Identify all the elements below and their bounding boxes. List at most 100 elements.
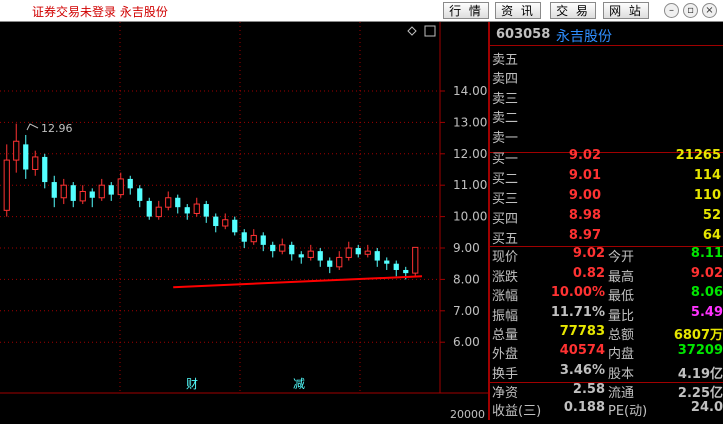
- orderbook-volume: 52: [702, 208, 721, 223]
- orderbook-volume: 110: [693, 188, 721, 203]
- max-annotation: 12.96: [26, 122, 73, 135]
- candle-body: [355, 248, 361, 255]
- stock-name: 永吉股份: [556, 29, 612, 45]
- stat-label: PE(动): [608, 404, 648, 419]
- financial-marker: 财: [186, 377, 198, 391]
- candle-body: [184, 207, 190, 214]
- stat-value: 24.0: [690, 400, 723, 415]
- stat-value: 10.00%: [550, 285, 605, 300]
- orderbook-label: 买五: [492, 232, 519, 247]
- news-button[interactable]: 资 讯: [495, 2, 541, 19]
- candle-body: [222, 219, 229, 227]
- candle-body: [289, 244, 295, 255]
- stat-row: 换手 3.46% 股本 4.19亿: [490, 363, 723, 382]
- stat-label: 外盘: [492, 347, 519, 362]
- stat-label: 最低: [608, 289, 635, 304]
- candle-body: [127, 178, 133, 189]
- trade-button[interactable]: 交 易: [550, 2, 596, 19]
- stat-row: 振幅 11.71% 量比 5.49: [490, 305, 723, 324]
- candle-body: [250, 234, 257, 243]
- candle-body: [32, 156, 39, 171]
- stat-row: 现价 9.02 今开 8.11: [490, 246, 723, 265]
- candle-body: [89, 191, 95, 198]
- candle-body: [70, 185, 76, 201]
- candle-body: [374, 251, 380, 261]
- stat-value: 3.46%: [559, 363, 605, 378]
- top-toolbar: 证券交易未登录 永吉股份 行 情 资 讯 交 易 网 站 – ▫ ×: [0, 0, 723, 22]
- price-tick-label: 11.00: [453, 178, 487, 192]
- candle-body: [403, 269, 409, 274]
- stat-label: 内盘: [608, 347, 635, 362]
- orderbook-price: 8.98: [568, 208, 601, 223]
- orderbook-label: 买三: [492, 192, 519, 207]
- stat-value: 11.71%: [550, 305, 605, 320]
- orderbook-row[interactable]: 买二 9.01 114: [490, 168, 723, 187]
- stat-value: 0.188: [563, 400, 605, 415]
- candle-body: [232, 219, 238, 233]
- chart-grid: [0, 22, 441, 393]
- candle-body: [327, 260, 333, 267]
- orderbook-divider: [490, 246, 723, 247]
- support-line: [173, 275, 423, 289]
- candles-group: [3, 123, 419, 280]
- candle-body: [298, 254, 304, 258]
- orderbook-row[interactable]: 买三 9.00 110: [490, 188, 723, 207]
- orderbook-row[interactable]: 卖五: [490, 49, 723, 68]
- candle-body: [213, 216, 219, 227]
- max-price-label: 12.96: [41, 122, 73, 135]
- orderbook-row[interactable]: 买一 9.02 21265: [490, 148, 723, 167]
- candle-body: [155, 206, 162, 218]
- stat-value: 77783: [559, 324, 605, 339]
- price-tick-label: 6.00: [453, 335, 480, 349]
- candle-body: [364, 250, 371, 255]
- orderbook-row[interactable]: 卖四: [490, 68, 723, 87]
- stat-value: 9.02: [572, 246, 605, 261]
- candle-body: [393, 263, 399, 270]
- candle-body: [79, 190, 86, 202]
- restore-icon[interactable]: ▫: [683, 3, 698, 18]
- candle-body: [270, 244, 276, 252]
- candle-body: [260, 235, 266, 245]
- stat-label: 总额: [608, 328, 635, 343]
- stat-label: 今开: [608, 250, 635, 265]
- stat-row: 外盘 40574 内盘 37209: [490, 343, 723, 362]
- orderbook-price: 9.02: [568, 148, 601, 163]
- stat-label: 现价: [492, 250, 519, 265]
- stat-value: 0.82: [572, 266, 605, 281]
- candle-body: [60, 184, 67, 199]
- orderbook-label: 卖三: [492, 91, 519, 107]
- stats-divider: [490, 382, 723, 383]
- orderbook-row[interactable]: 卖二: [490, 107, 723, 126]
- candle-body: [175, 197, 181, 208]
- orderbook-row[interactable]: 卖一: [490, 127, 723, 146]
- candle-body: [345, 247, 352, 258]
- orderbook-row[interactable]: 卖三: [490, 88, 723, 107]
- market-button[interactable]: 行 情: [443, 2, 489, 19]
- stat-label: 最高: [608, 270, 635, 285]
- website-button[interactable]: 网 站: [603, 2, 649, 19]
- orderbook-volume: 21265: [675, 148, 721, 163]
- price-tick-label: 14.00: [453, 84, 487, 98]
- stock-code: 603058: [496, 27, 551, 42]
- price-tick-label: 7.00: [453, 304, 480, 318]
- close-icon[interactable]: ×: [702, 3, 717, 18]
- reduce-marker: 减: [293, 377, 305, 391]
- candle-body: [165, 197, 172, 208]
- orderbook-row[interactable]: 买五 8.97 64: [490, 228, 723, 247]
- candle-body: [412, 246, 419, 274]
- orderbook-row[interactable]: 买四 8.98 52: [490, 208, 723, 227]
- candle-body: [317, 251, 323, 261]
- panel-divider: [488, 22, 490, 420]
- diamond-icon[interactable]: [407, 26, 417, 36]
- minimize-icon[interactable]: –: [664, 3, 679, 18]
- stat-value: 4.19亿: [677, 367, 723, 382]
- candle-body: [137, 188, 143, 201]
- candle-body: [146, 200, 152, 217]
- stat-value: 37209: [677, 343, 723, 358]
- stat-value: 6807万: [673, 328, 723, 343]
- panel-toggle-icon[interactable]: [424, 25, 436, 37]
- kline-chart[interactable]: 12.96 14.00 13.00 12.00 11.00 10.00 9.00 8.00 7…: [0, 22, 488, 421]
- stat-value: 2.25亿: [677, 386, 723, 401]
- candle-body: [117, 178, 124, 196]
- login-status: 证券交易未登录 永吉股份: [32, 5, 168, 19]
